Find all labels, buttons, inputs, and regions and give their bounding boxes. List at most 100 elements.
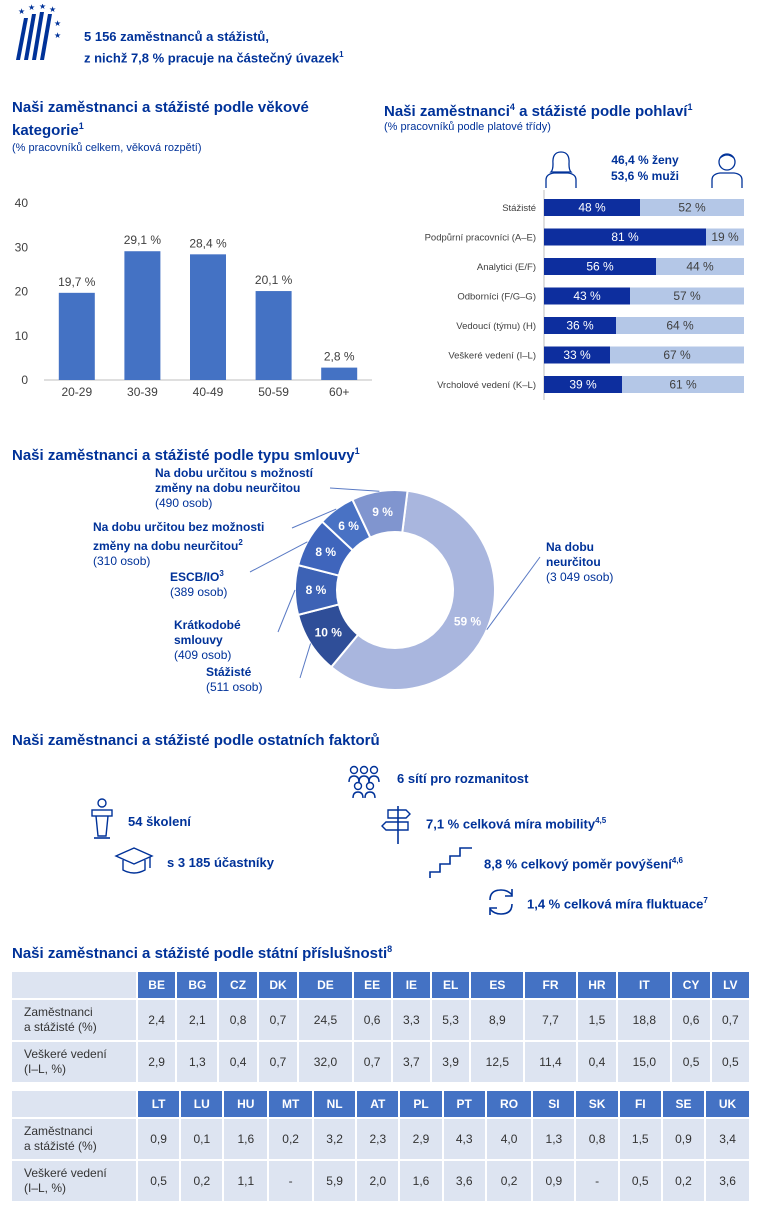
management-share-cell: 3,6 — [443, 1161, 485, 1201]
staff-share-cell: 1,5 — [619, 1119, 661, 1159]
staff-share-cell: 0,6 — [672, 1000, 710, 1040]
table-row-management: Veškeré vedení (I–L, %) 0,5 0,2 1,1-5,9 2,0 1… — [12, 1161, 749, 1201]
age-title: Naši zaměstnanci a stážisté podle věkové… — [12, 99, 309, 139]
country-code-header: HR — [577, 972, 617, 998]
gender-bar-women — [544, 258, 656, 275]
diversity-text: 6 sítí pro rozmanitost — [397, 771, 529, 786]
country-code-header: HU — [224, 1091, 268, 1117]
gender-bar-men — [706, 228, 744, 246]
country-code-header: MT — [269, 1091, 313, 1117]
gender-bar-men — [656, 258, 744, 275]
gender-men-value-label: 64 % — [666, 319, 694, 333]
staff-share-cell: 18,8 — [618, 1000, 671, 1040]
country-code-header: BE — [138, 972, 176, 998]
gender-bar-women — [544, 228, 706, 246]
donut-slice-label: 9 % — [372, 505, 393, 519]
management-share-cell: 0,7 — [258, 1042, 298, 1082]
management-share-cell: 5,9 — [314, 1161, 356, 1201]
management-share-cell: 0,5 — [672, 1042, 710, 1082]
y-tick-label: 20 — [15, 285, 29, 299]
staff-share-cell: 8,9 — [471, 1000, 524, 1040]
donut-leader-line — [329, 487, 380, 492]
management-share-cell: 0,2 — [662, 1161, 705, 1201]
country-code-header: IE — [392, 972, 431, 998]
management-share-cell: 0,2 — [181, 1161, 223, 1201]
row-label-management: Veškeré vedení (I–L, %) — [12, 1042, 136, 1082]
age-section-header: Naši zaměstnanci a stážisté podle věkové… — [12, 98, 372, 154]
man-icon — [710, 148, 744, 193]
staff-share-cell: 0,7 — [258, 1000, 298, 1040]
staff-share-cell: 2,1 — [177, 1000, 218, 1040]
y-tick-label: 10 — [15, 329, 29, 343]
staff-share-cell: 0,8 — [576, 1119, 618, 1159]
age-bar — [190, 254, 226, 380]
gender-bar-women — [544, 346, 610, 364]
country-code-header: BG — [177, 972, 218, 998]
staff-share-cell: 3,4 — [706, 1119, 749, 1159]
age-bar-value-label: 29,1 % — [124, 233, 162, 247]
header-logo: ★ ★ ★ ★ ★ ★ — [12, 2, 62, 60]
gender-category-label: Veškeré vedení (I–L) — [448, 351, 536, 362]
donut-slice-label: 8 % — [315, 545, 336, 559]
staff-share-cell: 5,3 — [432, 1000, 470, 1040]
header-line2: z nichž 7,8 % pracuje na částečný úvazek… — [84, 50, 344, 66]
x-tick-label: 50-59 — [258, 385, 289, 399]
diversity-icon — [346, 764, 382, 803]
country-code-header: UK — [706, 1091, 749, 1117]
country-code-header: CY — [672, 972, 710, 998]
age-bar-chart: 0 10 20 30 40 19,7 % 20-29 29,1 % 30-39 28,4 % 40-… — [15, 196, 372, 399]
country-code-header: NL — [314, 1091, 356, 1117]
management-share-cell: 2,0 — [357, 1161, 399, 1201]
gender-bar-women — [544, 287, 630, 305]
management-share-cell: 0,7 — [353, 1042, 391, 1082]
staff-share-cell: 1,5 — [577, 1000, 617, 1040]
gender-category-label: Analytici (E/F) — [477, 262, 536, 273]
staff-share-cell: 2,3 — [357, 1119, 399, 1159]
age-bar — [124, 251, 161, 380]
table-row-staff: Zaměstnanci a stážisté (%) 2,4 2,1 0,8 0,7 24… — [12, 1000, 749, 1040]
gender-men-value-label: 44 % — [686, 260, 714, 274]
gender-women-value-label: 81 % — [611, 230, 639, 244]
row-label-staff: Zaměstnanci a stážisté (%) — [12, 1119, 136, 1159]
staff-share-cell: 0,9 — [662, 1119, 705, 1159]
donut-label-interns: Stážisté (511 osob) — [206, 665, 263, 694]
country-code-header: DK — [258, 972, 298, 998]
nationality-table-1: BE BG CZ DK DE EE IE EL ES FR HR IT CY LV Zaměstnanci… — [10, 970, 751, 1084]
gender-category-label: Odborníci (F/G–G) — [457, 292, 536, 303]
staff-share-cell: 0,1 — [181, 1119, 223, 1159]
donut-slice-label: 6 % — [338, 519, 359, 533]
donut-label-fixed-no-conversion: Na dobu určitou bez možnosti změny na do… — [93, 520, 265, 568]
graduation-cap-icon — [114, 844, 154, 883]
header-text: 5 156 zaměstnanců a stážistů, z nichž 7,… — [84, 28, 344, 67]
gender-men-value-label: 19 % — [711, 230, 739, 244]
y-tick-label: 30 — [15, 240, 29, 254]
management-share-cell: 3,9 — [432, 1042, 470, 1082]
gender-category-label: Podpůrní pracovníci (A–E) — [425, 233, 536, 244]
management-share-cell: 32,0 — [299, 1042, 352, 1082]
stairs-icon — [428, 846, 474, 885]
management-share-cell: 0,2 — [486, 1161, 532, 1201]
staff-share-cell: 0,6 — [353, 1000, 391, 1040]
staff-share-cell: 0,9 — [138, 1119, 180, 1159]
management-share-cell: 0,5 — [619, 1161, 661, 1201]
staff-share-cell: 3,2 — [314, 1119, 356, 1159]
country-code-header: PL — [400, 1091, 442, 1117]
gender-stacked-bar-chart: Stážisté 48 % 52 % Podpůrní pracovníci (A–E… — [425, 190, 744, 400]
donut-leader-line — [299, 643, 312, 679]
gender-title: Naši zaměstnanci4 a stážisté podle pohla… — [384, 102, 693, 120]
participants-text: s 3 185 účastníky — [167, 855, 274, 870]
management-share-cell: 1,1 — [224, 1161, 268, 1201]
management-share-cell: 0,5 — [711, 1042, 749, 1082]
management-share-cell: 0,4 — [577, 1042, 617, 1082]
management-share-cell: - — [269, 1161, 313, 1201]
gender-women-value-label: 48 % — [578, 201, 606, 215]
management-share-cell: 0,9 — [533, 1161, 575, 1201]
management-share-cell: 3,6 — [706, 1161, 749, 1201]
staff-share-cell: 0,2 — [269, 1119, 313, 1159]
gender-men-value-label: 57 % — [673, 289, 701, 303]
table-row-management: Veškeré vedení (I–L, %) 2,9 1,3 0,4 0,7 32,0 0… — [12, 1042, 749, 1082]
management-share-cell: 12,5 — [471, 1042, 524, 1082]
staff-share-cell: 0,8 — [219, 1000, 257, 1040]
donut-label-permanent: Na dobu neurčitou (3 049 osob) — [546, 540, 614, 584]
country-code-header: DE — [299, 972, 352, 998]
